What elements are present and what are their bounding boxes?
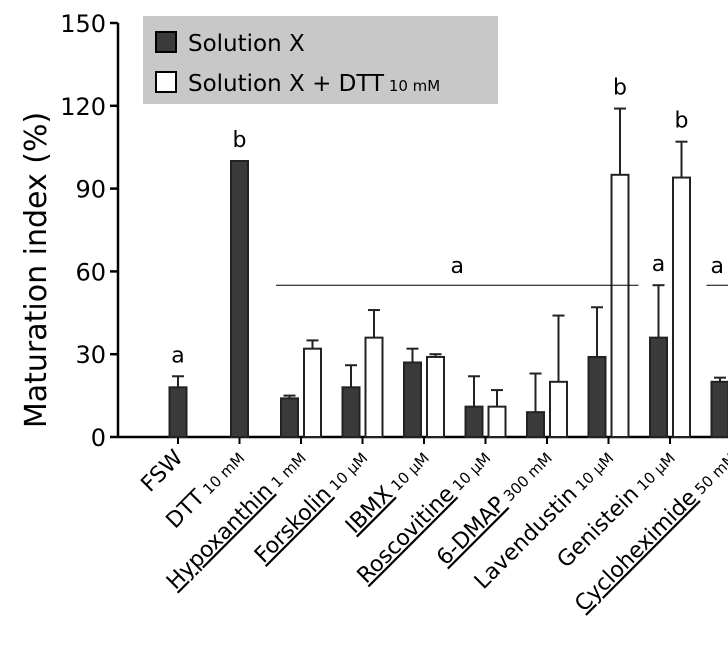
bar	[610, 173, 630, 439]
legend-label: Solution X	[188, 31, 305, 57]
legend-label-text: Solution X	[188, 31, 305, 57]
legend-label-unit: 10 mM	[384, 77, 440, 95]
x-label-concentration: 10 μM	[322, 449, 371, 498]
bar	[341, 386, 361, 439]
bar	[526, 411, 545, 439]
bar	[464, 405, 484, 439]
bar	[168, 386, 188, 439]
legend-label: Solution X + DTT 10 mM	[188, 71, 440, 97]
x-tick-label: FSW	[137, 445, 189, 497]
x-label-concentration: 10 μM	[568, 449, 617, 498]
bar	[403, 361, 422, 439]
axes: 0 30 60 90 120 150	[60, 10, 728, 452]
y-tick-label: 60	[75, 258, 106, 286]
bars	[168, 107, 728, 439]
bar	[549, 380, 568, 438]
legend-swatch	[155, 71, 177, 93]
legend: Solution X Solution X + DTT 10 mM	[143, 16, 498, 104]
significance-letter: b	[233, 128, 247, 153]
significance-letter: a	[451, 254, 464, 279]
bar	[426, 355, 445, 438]
bar	[587, 355, 607, 438]
bar	[230, 160, 249, 438]
x-label-concentration: 10 μM	[630, 449, 679, 498]
legend-swatch	[155, 31, 177, 53]
bar	[710, 380, 728, 438]
legend-background	[143, 16, 498, 104]
bar	[280, 397, 299, 438]
x-label-concentration: 10 mM	[196, 449, 248, 501]
significance-letter: a	[711, 254, 724, 279]
significance-letter: b	[613, 76, 627, 101]
bar	[487, 405, 507, 439]
bar	[672, 176, 691, 438]
y-tick-label: 30	[75, 341, 106, 369]
x-label-concentration: 1 mM	[264, 449, 310, 495]
significance-letter: a	[171, 343, 184, 368]
y-tick-label: 0	[91, 424, 106, 452]
x-label-concentration: 10 μM	[384, 449, 433, 498]
y-axis-label: Maturation index (%)	[19, 112, 54, 428]
bar	[649, 336, 668, 439]
legend-label-text: Solution X + DTT	[188, 71, 385, 97]
x-label-name: Hypoxanthin	[162, 479, 278, 595]
x-label-concentration: 10 μM	[445, 449, 494, 498]
bar	[303, 347, 322, 438]
y-tick-label: 120	[60, 93, 106, 121]
bar	[364, 336, 384, 439]
significance-letter: a	[652, 252, 665, 277]
significance-labels: a b a b a b a	[171, 76, 728, 368]
y-tick-label: 150	[60, 10, 106, 38]
significance-letter: b	[675, 109, 689, 134]
y-tick-label: 90	[75, 176, 106, 204]
x-label-name: FSW	[137, 445, 189, 497]
x-label-concentration: 50 mM	[688, 449, 728, 501]
